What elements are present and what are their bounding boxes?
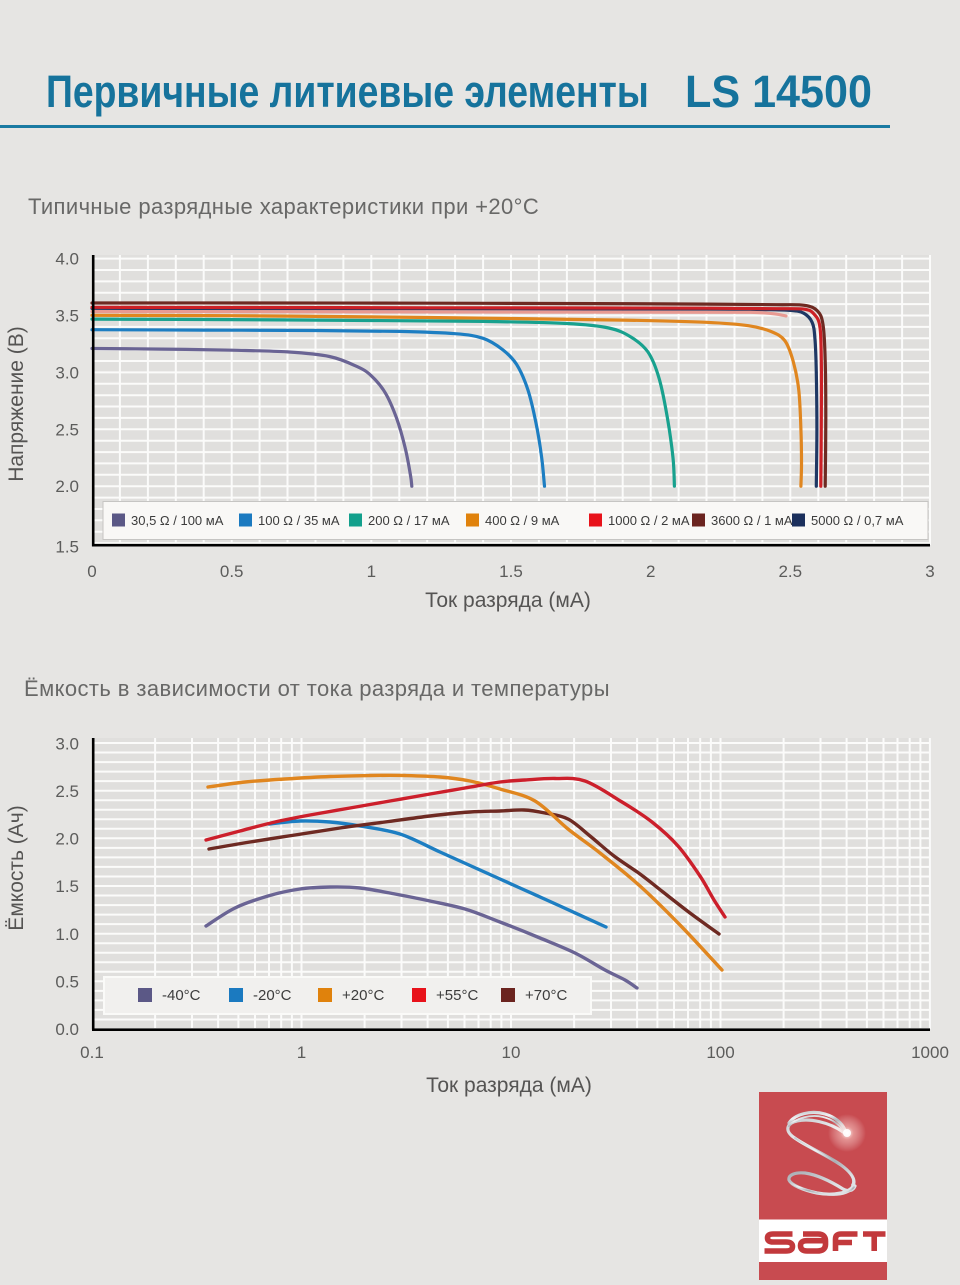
svg-text:1000 Ω / 2 мА: 1000 Ω / 2 мА xyxy=(608,513,690,528)
svg-text:0: 0 xyxy=(87,562,96,581)
svg-text:-40°C: -40°C xyxy=(162,987,201,1004)
svg-text:1: 1 xyxy=(297,1043,306,1062)
svg-text:200 Ω / 17 мА: 200 Ω / 17 мА xyxy=(368,513,450,528)
svg-text:Ёмкость (Ач): Ёмкость (Ач) xyxy=(5,805,28,930)
svg-text:3.5: 3.5 xyxy=(55,307,79,326)
svg-text:10: 10 xyxy=(502,1043,521,1062)
svg-text:1.0: 1.0 xyxy=(55,925,79,944)
svg-text:Ток разряда (мА): Ток разряда (мА) xyxy=(426,1074,592,1097)
svg-text:2: 2 xyxy=(646,562,655,581)
svg-text:5000 Ω / 0,7 мА: 5000 Ω / 0,7 мА xyxy=(811,513,904,528)
svg-text:0.1: 0.1 xyxy=(80,1043,104,1062)
svg-text:+55°C: +55°C xyxy=(436,987,478,1004)
svg-text:+70°C: +70°C xyxy=(525,987,567,1004)
svg-text:1.5: 1.5 xyxy=(499,562,523,581)
svg-text:4.0: 4.0 xyxy=(55,250,79,269)
svg-text:1.5: 1.5 xyxy=(55,538,79,557)
svg-text:3.0: 3.0 xyxy=(55,363,79,382)
svg-text:0.0: 0.0 xyxy=(55,1020,79,1039)
svg-text:Напряжение (В): Напряжение (В) xyxy=(5,326,28,482)
svg-text:2.5: 2.5 xyxy=(778,562,802,581)
svg-text:2.0: 2.0 xyxy=(55,477,79,496)
svg-text:3: 3 xyxy=(925,562,934,581)
svg-text:1000: 1000 xyxy=(911,1043,949,1062)
svg-text:2.5: 2.5 xyxy=(55,782,79,801)
svg-text:3600 Ω / 1 мА: 3600 Ω / 1 мА xyxy=(711,513,793,528)
svg-text:+20°C: +20°C xyxy=(342,987,384,1004)
svg-text:400 Ω / 9 мА: 400 Ω / 9 мА xyxy=(485,513,560,528)
svg-text:3.0: 3.0 xyxy=(55,735,79,754)
svg-text:100 Ω / 35 мА: 100 Ω / 35 мА xyxy=(258,513,340,528)
svg-text:2.0: 2.0 xyxy=(55,830,79,849)
svg-text:1.5: 1.5 xyxy=(55,877,79,896)
svg-text:1: 1 xyxy=(367,562,376,581)
svg-text:100: 100 xyxy=(706,1043,734,1062)
svg-text:0.5: 0.5 xyxy=(220,562,244,581)
svg-text:0.5: 0.5 xyxy=(55,972,79,991)
svg-text:30,5 Ω / 100 мА: 30,5 Ω / 100 мА xyxy=(131,513,224,528)
svg-text:-20°C: -20°C xyxy=(253,987,292,1004)
svg-text:Ток разряда (мА): Ток разряда (мА) xyxy=(425,589,591,612)
svg-text:2.5: 2.5 xyxy=(55,420,79,439)
